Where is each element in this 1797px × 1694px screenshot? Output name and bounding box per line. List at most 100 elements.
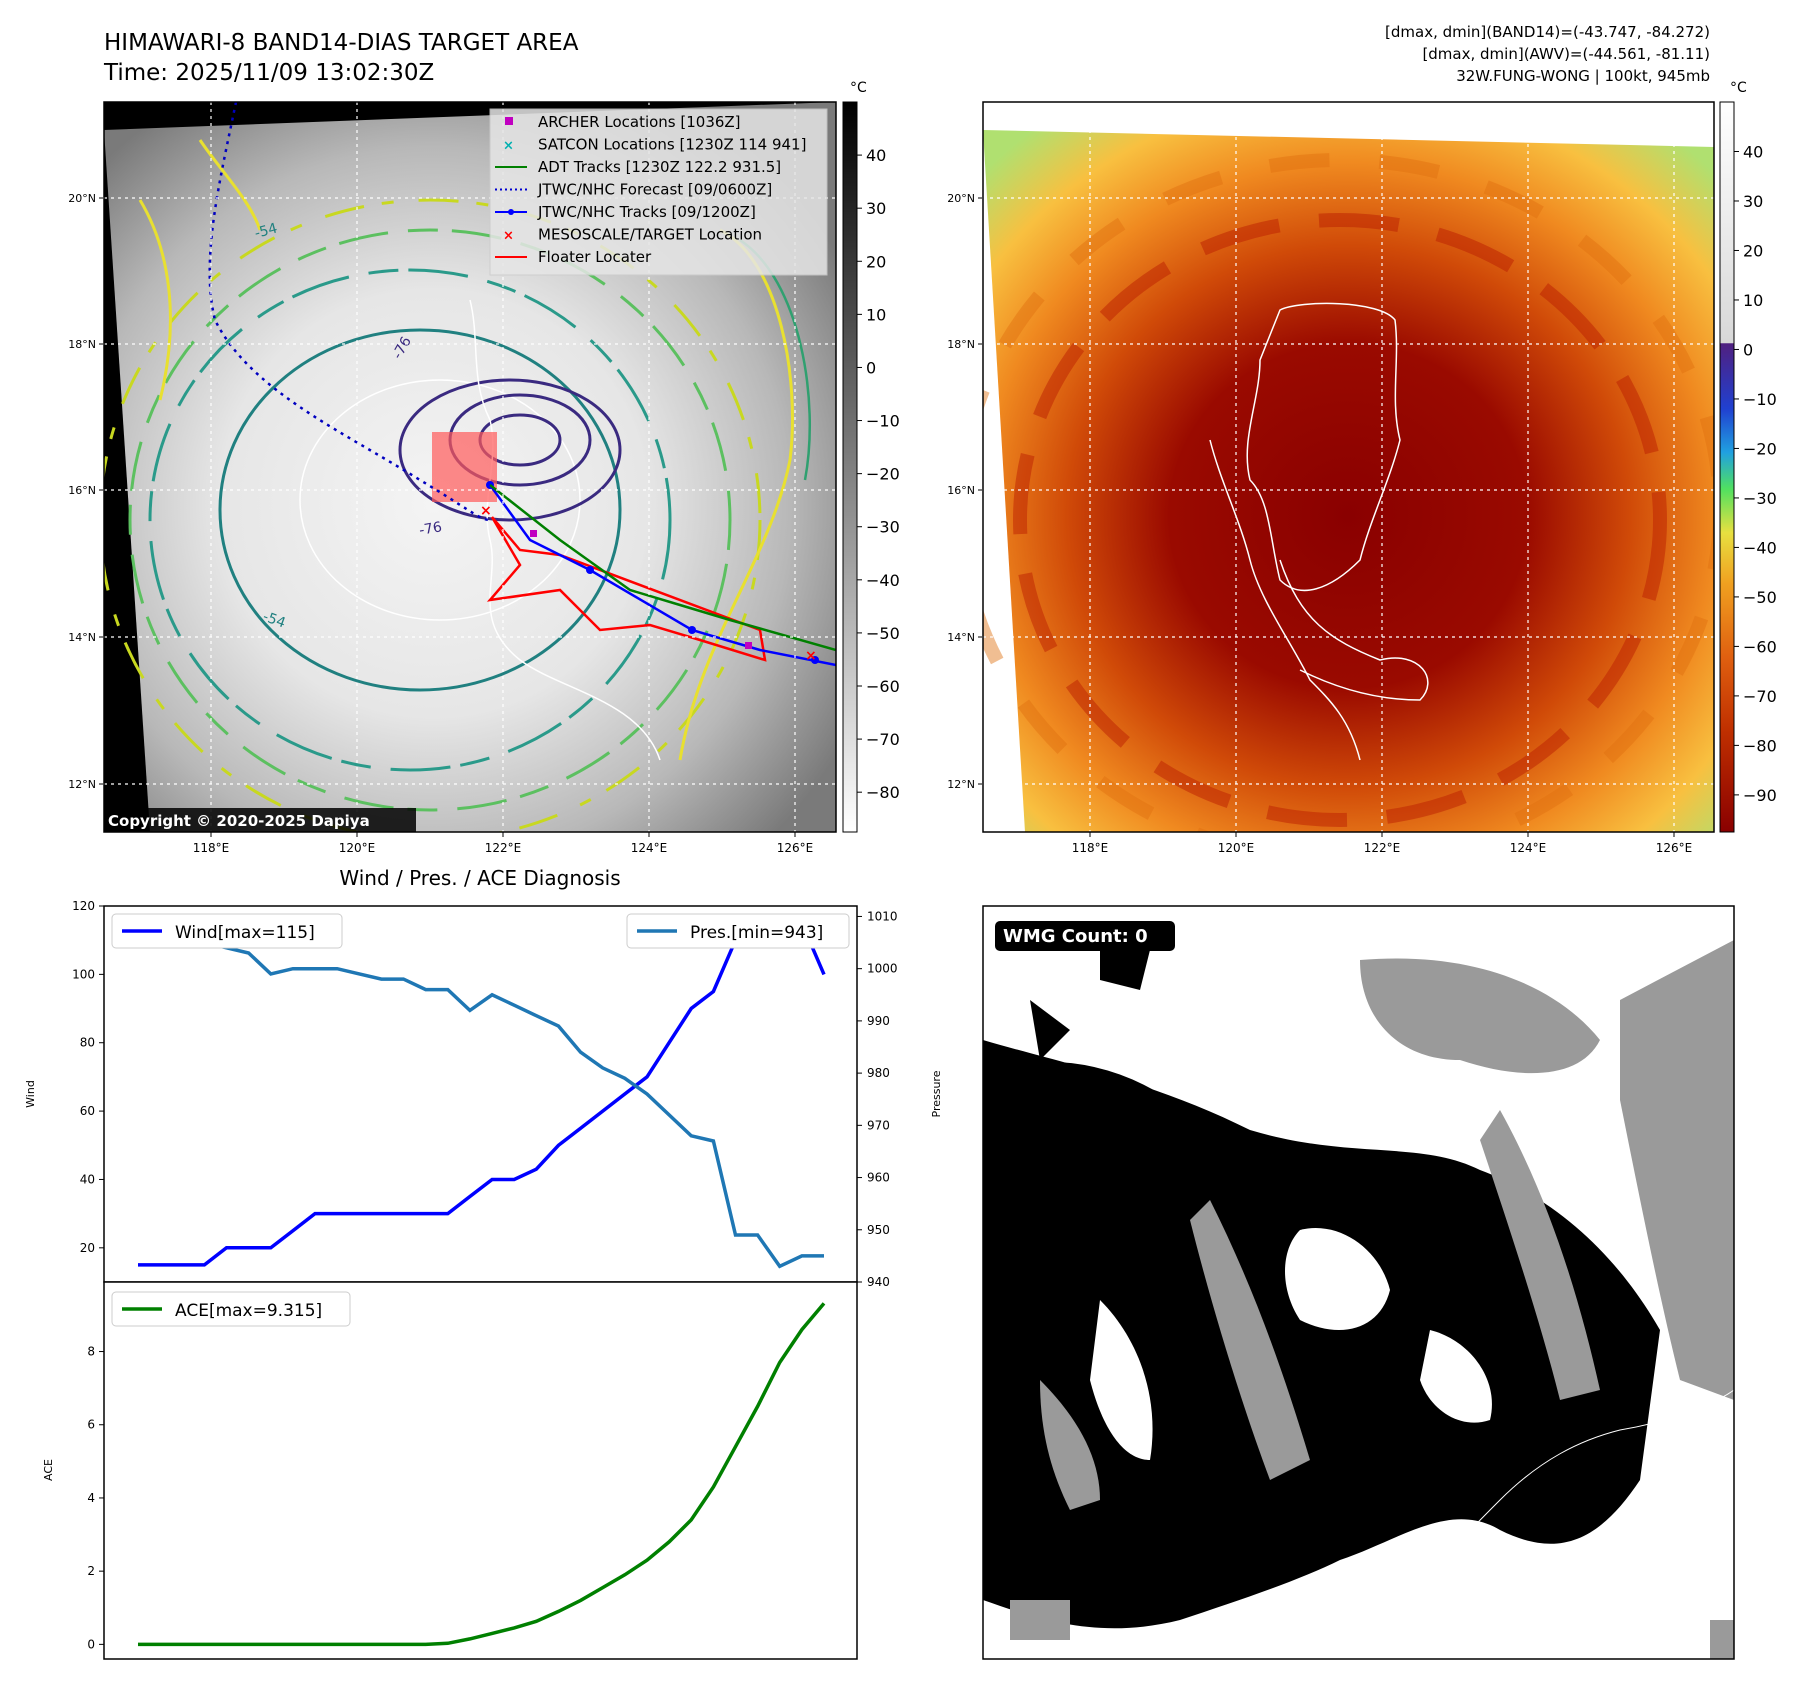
lon-tick-label: 120°E bbox=[339, 841, 376, 855]
copyright: Copyright © 2020-2025 Dapiya bbox=[108, 812, 370, 830]
info-storm: 32W.FUNG-WONG | 100kt, 945mb bbox=[1456, 67, 1710, 85]
y-tick-label: 4 bbox=[87, 1491, 95, 1505]
colorbar-right: °C 40 30 20 10 0 −10 −20 −30 −40 −50 −60 −70 −80 −90 bbox=[1719, 80, 1777, 833]
pressure-ylabel: Pressure bbox=[930, 1070, 943, 1117]
wind-ylabel: Wind bbox=[24, 1080, 37, 1108]
map-legend: ARCHER Locations [1036Z] × SATCON Location… bbox=[489, 108, 828, 276]
info-dmax-band14: [dmax, dmin](BAND14)=(-43.747, -84.272) bbox=[1385, 23, 1710, 41]
y-tick-label: 940 bbox=[867, 1275, 890, 1289]
svg-text:×: × bbox=[805, 648, 817, 664]
lat-tick-label: 16°N bbox=[947, 484, 975, 497]
legend-marker: × bbox=[503, 229, 514, 244]
legend-item: × SATCON Locations [1230Z 114 941] bbox=[503, 136, 806, 154]
lat-tick-label: 18°N bbox=[68, 338, 96, 351]
wind-legend-label: Wind[max=115] bbox=[175, 923, 315, 943]
colorbar-tick-label: 40 bbox=[1743, 142, 1763, 161]
y-tick-label: 20 bbox=[80, 1241, 95, 1255]
y-tick-label: 1000 bbox=[867, 962, 898, 976]
colorbar-tick-label: 10 bbox=[866, 305, 886, 324]
y-tick-label: 970 bbox=[867, 1118, 890, 1132]
legend-item: JTWC/NHC Forecast [09/0600Z] bbox=[495, 181, 772, 199]
wind-line bbox=[138, 920, 826, 1267]
pres-legend-label: Pres.[min=943] bbox=[690, 923, 823, 943]
y-tick-label: 960 bbox=[867, 1171, 890, 1185]
ace-ylabel: ACE bbox=[42, 1459, 55, 1481]
colorbar-tick-label: −60 bbox=[866, 677, 900, 696]
lat-tick-label: 12°N bbox=[68, 778, 96, 791]
chart-title: Wind / Pres. / ACE Diagnosis bbox=[339, 866, 620, 890]
info-dmax-awv: [dmax, dmin](AWV)=(-44.561, -81.11) bbox=[1422, 45, 1710, 63]
colorbar-tick-label: −20 bbox=[866, 465, 900, 484]
colorbar-left: °C 40 30 20 10 0 −10 −20 −30 −40 −50 −60 −70 −80 bbox=[842, 80, 900, 833]
lon-tick-label: 122°E bbox=[1364, 841, 1401, 855]
lat-tick-label: 18°N bbox=[947, 338, 975, 351]
colorbar-tick-label: 10 bbox=[1743, 291, 1763, 310]
lat-tick-label: 16°N bbox=[68, 484, 96, 497]
lat-tick-label: 20°N bbox=[947, 192, 975, 205]
contour-label: -54 bbox=[261, 609, 288, 632]
colorbar-tick-label: 30 bbox=[1743, 192, 1763, 211]
y-tick-label: 1010 bbox=[867, 909, 898, 923]
y-tick-label: 8 bbox=[87, 1345, 95, 1359]
colorbar-tick-label: −70 bbox=[866, 730, 900, 749]
colorbar-tick-label: −80 bbox=[1743, 736, 1777, 755]
ace-legend: ACE[max=9.315] bbox=[111, 1291, 351, 1327]
ace-axes bbox=[103, 1281, 858, 1660]
y-tick-label: 990 bbox=[867, 1014, 890, 1028]
colorbar-tick-label: −20 bbox=[1743, 439, 1777, 458]
colorbar-tick-label: −10 bbox=[866, 412, 900, 431]
lon-tick-label: 126°E bbox=[777, 841, 814, 855]
y-tick-label: 40 bbox=[80, 1172, 95, 1186]
colorbar-tick-label: −30 bbox=[866, 518, 900, 537]
colorbar-tick-label: −50 bbox=[1743, 588, 1777, 607]
svg-text:×: × bbox=[480, 503, 492, 519]
wind-legend: Wind[max=115] bbox=[111, 913, 343, 949]
lon-tick-label: 122°E bbox=[485, 841, 522, 855]
lat-tick-label: 14°N bbox=[947, 631, 975, 644]
ace-legend-label: ACE[max=9.315] bbox=[175, 1301, 322, 1321]
colorbar-tick-label: 20 bbox=[1743, 241, 1763, 260]
y-tick-label: 6 bbox=[87, 1418, 95, 1432]
colorbar-tick-label: −60 bbox=[1743, 637, 1777, 656]
y-tick-label: 0 bbox=[87, 1637, 95, 1651]
lon-tick-label: 126°E bbox=[1656, 841, 1693, 855]
lon-tick-label: 124°E bbox=[1510, 841, 1547, 855]
legend-marker bbox=[505, 117, 513, 125]
y-tick-label: 950 bbox=[867, 1223, 890, 1237]
legend-label: JTWC/NHC Tracks [09/1200Z] bbox=[537, 203, 756, 221]
colorbar-tick-label: −40 bbox=[1743, 538, 1777, 557]
lon-tick-label: 124°E bbox=[631, 841, 668, 855]
ace-line bbox=[138, 1302, 826, 1647]
wmg-panel bbox=[983, 906, 1734, 1659]
colorbar-tick-label: 0 bbox=[1743, 340, 1753, 359]
pressure-line bbox=[136, 925, 824, 1269]
lat-tick-label: 12°N bbox=[947, 778, 975, 791]
lon-tick-label: 118°E bbox=[193, 841, 230, 855]
pres-legend: Pres.[min=943] bbox=[626, 913, 850, 949]
colorbar-left-unit: °C bbox=[850, 80, 867, 96]
colorbar-tick-label: −70 bbox=[1743, 687, 1777, 706]
legend-item: ADT Tracks [1230Z 122.2 931.5] bbox=[495, 158, 781, 176]
colorbar-tick-label: −80 bbox=[866, 783, 900, 802]
colorbar-tick-label: −40 bbox=[866, 571, 900, 590]
colorbar-tick-label: −90 bbox=[1743, 786, 1777, 805]
legend-label: MESOSCALE/TARGET Location bbox=[538, 226, 762, 244]
lat-tick-label: 14°N bbox=[68, 631, 96, 644]
colorbar-tick-label: 0 bbox=[866, 358, 876, 377]
legend-label: ADT Tracks [1230Z 122.2 931.5] bbox=[538, 158, 781, 176]
legend-label: JTWC/NHC Forecast [09/0600Z] bbox=[537, 181, 772, 199]
y-tick-label: 980 bbox=[867, 1066, 890, 1080]
ir-color-map bbox=[983, 102, 1714, 832]
lon-tick-label: 120°E bbox=[1218, 841, 1255, 855]
figure-title: HIMAWARI-8 BAND14-DIAS TARGET AREA bbox=[104, 30, 579, 56]
colorbar-tick-label: −50 bbox=[866, 624, 900, 643]
legend-item: Floater Locater bbox=[495, 248, 652, 266]
legend-marker: × bbox=[503, 139, 514, 154]
legend-item: ARCHER Locations [1036Z] bbox=[505, 113, 741, 131]
legend-label: Floater Locater bbox=[538, 248, 652, 266]
legend-item: × MESOSCALE/TARGET Location bbox=[503, 226, 762, 244]
colorbar-tick-label: −30 bbox=[1743, 489, 1777, 508]
colorbar-tick-label: 20 bbox=[866, 252, 886, 271]
contour-label: -76 bbox=[418, 519, 443, 539]
